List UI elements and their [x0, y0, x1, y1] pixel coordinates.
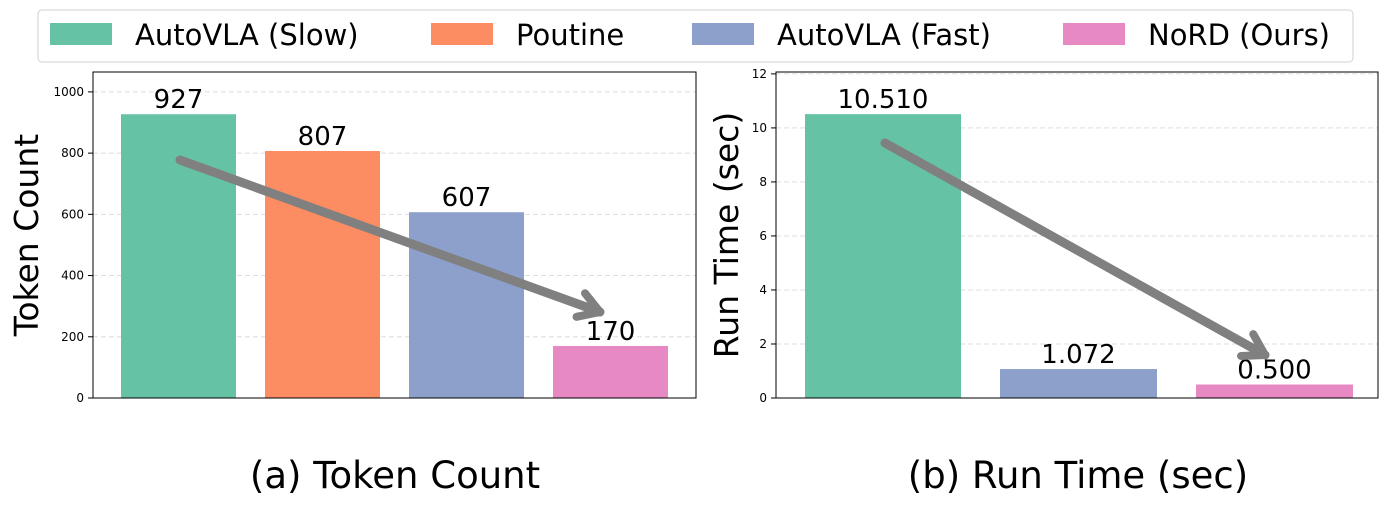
y-axis-label: Token Count	[7, 134, 46, 337]
y-tick-label: 1000	[53, 85, 84, 99]
trend-arrow-shaft	[880, 138, 1270, 360]
trend-arrow-head	[572, 289, 604, 321]
legend: AutoVLA (Slow) Poutine AutoVLA (Fast) NoRD …	[37, 9, 1354, 63]
legend-swatch	[692, 23, 754, 45]
legend-label: Poutine	[516, 18, 624, 52]
legend-label: NoRD (Ours)	[1148, 18, 1330, 52]
data-label: 10.510	[838, 85, 929, 115]
legend-swatch	[431, 23, 493, 45]
trend-arrow-head	[1237, 330, 1269, 360]
y-tick-label: 12	[752, 67, 767, 81]
axes-frame	[775, 71, 1379, 399]
y-tick-label: 0	[76, 391, 84, 405]
bar	[805, 114, 961, 398]
data-label: 807	[298, 122, 348, 152]
legend-swatch	[50, 23, 112, 45]
data-label: 607	[442, 183, 492, 213]
data-label: 1.072	[1041, 340, 1115, 370]
bar	[409, 212, 524, 398]
data-label: 170	[586, 317, 636, 347]
legend-swatch	[1063, 23, 1125, 45]
y-tick-label: 800	[61, 146, 84, 160]
panel-run-time: 0 2 4 6 8 10 12 10.510 1.072 0.500 Run Time (sec)	[707, 67, 1379, 405]
y-tick-label: 2	[759, 337, 767, 351]
bar	[1000, 369, 1157, 398]
bar	[265, 150, 380, 398]
data-label: 0.500	[1237, 355, 1311, 385]
y-tick-label: 10	[752, 121, 767, 135]
chart-title-run-time: (b) Run Time (sec)	[908, 454, 1248, 497]
legend-label: AutoVLA (Fast)	[777, 18, 991, 52]
y-tick-label: 400	[61, 269, 84, 283]
y-tick-label: 200	[61, 330, 84, 344]
y-tick-label: 4	[759, 283, 767, 297]
data-label: 927	[154, 85, 204, 115]
y-tick-label: 0	[759, 391, 767, 405]
y-axis-label: Run Time (sec)	[707, 112, 746, 358]
y-tick-label: 600	[61, 207, 84, 221]
axes-frame	[92, 71, 697, 399]
panel-token-count: 0 200 400 600 800 1000 927 807 607 170 Token Count	[7, 71, 697, 405]
chart-title-token-count: (a) Token Count	[250, 454, 540, 497]
y-tick-label: 6	[759, 229, 767, 243]
legend-label: AutoVLA (Slow)	[135, 18, 359, 52]
trend-arrow-shaft	[175, 155, 605, 317]
bar	[1196, 384, 1353, 398]
y-tick-label: 8	[759, 175, 767, 189]
bar	[553, 345, 668, 398]
